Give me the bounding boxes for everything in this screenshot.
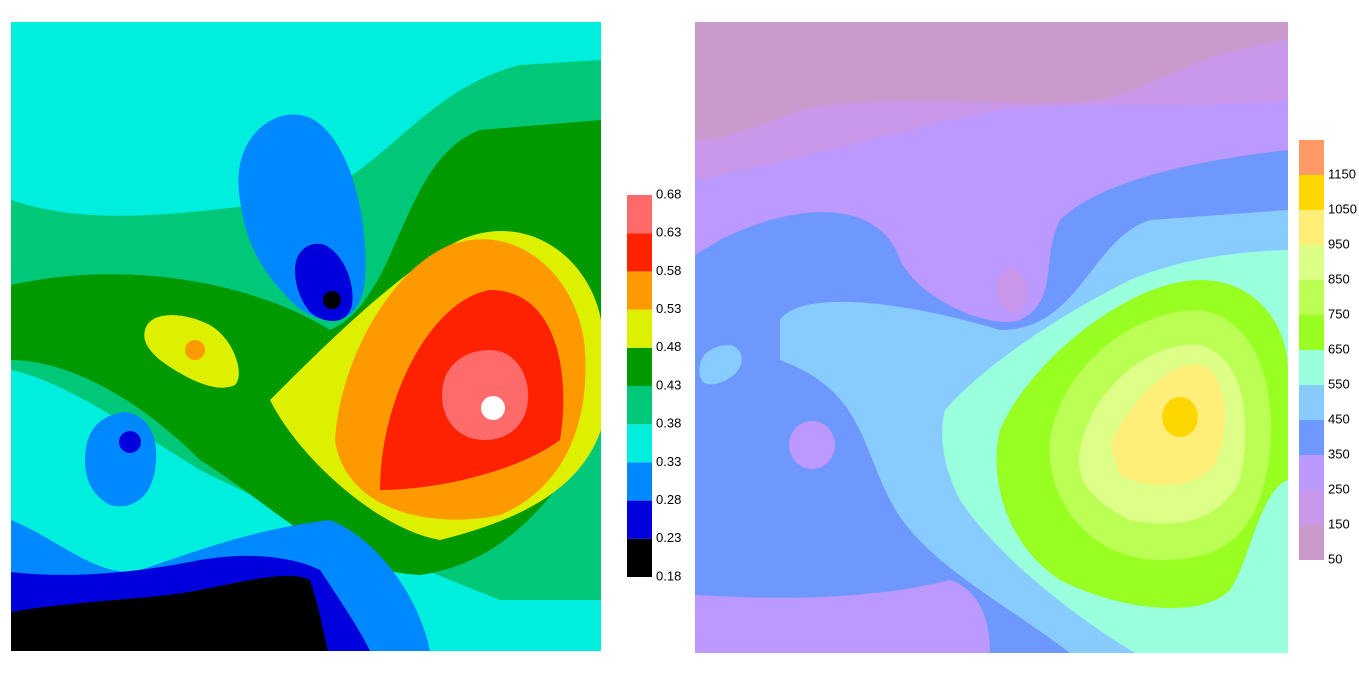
colorbar-tick-label: 950 xyxy=(1328,236,1350,251)
colorbar-band xyxy=(1299,140,1324,175)
colorbar-band xyxy=(627,195,652,234)
colorbar-band xyxy=(627,233,652,272)
colorbar-tick-label: 0.68 xyxy=(656,186,681,201)
contour-band xyxy=(442,350,529,440)
colorbar-tick-label: 650 xyxy=(1328,341,1350,356)
colorbar-band xyxy=(627,462,652,501)
contour-band xyxy=(789,421,835,469)
colorbar-band xyxy=(627,309,652,348)
colorbar-tick-label: 0.33 xyxy=(656,454,681,469)
colorbar-tick-label: 0.48 xyxy=(656,339,681,354)
colorbar-band xyxy=(1299,455,1324,490)
contour-band xyxy=(119,431,141,453)
colorbar-tick-label: 0.38 xyxy=(656,416,681,431)
contour-band xyxy=(85,412,157,507)
colorbar-tick-label: 1050 xyxy=(1328,201,1357,216)
colorbar-band xyxy=(1299,420,1324,455)
peak xyxy=(481,396,505,420)
colorbar-tick-label: 0.28 xyxy=(656,492,681,507)
colorbar-tick-label: 450 xyxy=(1328,411,1350,426)
colorbar-tick-label: 550 xyxy=(1328,376,1350,391)
colorbar-tick-label: 0.43 xyxy=(656,377,681,392)
plot-area xyxy=(695,22,1288,653)
colorbar-band xyxy=(627,271,652,310)
colorbar-band xyxy=(1299,245,1324,280)
colorbar-tick-label: 0.53 xyxy=(656,301,681,316)
contour-band xyxy=(699,345,742,385)
colorbar-tick-label: 1150 xyxy=(1328,166,1356,181)
contour-band xyxy=(997,268,1028,313)
colorbar-band xyxy=(627,500,652,539)
colorbar-tick-label: 0.63 xyxy=(656,225,681,240)
colorbar-band xyxy=(1299,315,1324,350)
colorbar-band xyxy=(627,424,652,463)
colorbar-band xyxy=(1299,385,1324,420)
colorbar-band xyxy=(1299,175,1324,210)
colorbar-band xyxy=(1299,210,1324,245)
contour-band xyxy=(1162,397,1198,437)
colorbar-tick-label: 750 xyxy=(1328,306,1350,321)
colorbar-tick-label: 150 xyxy=(1328,516,1350,531)
colorbar-tick-label: 0.18 xyxy=(656,568,681,583)
colorbar-band xyxy=(627,538,652,577)
plot-area xyxy=(11,22,601,651)
colorbar-band xyxy=(627,386,652,425)
contour-band xyxy=(695,22,1288,140)
colorbar-tick-label: 50 xyxy=(1328,551,1342,566)
contour-band xyxy=(323,291,341,309)
colorbar-tick-label: 0.23 xyxy=(656,530,681,545)
colorbar-band xyxy=(627,347,652,386)
colorbar-tick-label: 0.58 xyxy=(656,263,681,278)
contour-map: 50 150 250 350 450 550 650 750 850 950 1050 1150 xyxy=(695,22,1357,653)
colorbar-tick-label: 850 xyxy=(1328,271,1350,286)
contour-map: 0.18 0.23 0.28 0.33 0.38 0.43 0.48 0.53 0.58 0.63… xyxy=(11,22,681,651)
colorbar-band xyxy=(1299,490,1324,525)
contour-band xyxy=(11,575,328,651)
colorbar-band xyxy=(1299,525,1324,560)
colorbar-tick-label: 250 xyxy=(1328,481,1350,496)
contour-band xyxy=(695,580,990,653)
colorbar-band xyxy=(1299,350,1324,385)
colorbar-band xyxy=(1299,280,1324,315)
colorbar-tick-label: 350 xyxy=(1328,446,1350,461)
contour-band xyxy=(185,340,205,360)
